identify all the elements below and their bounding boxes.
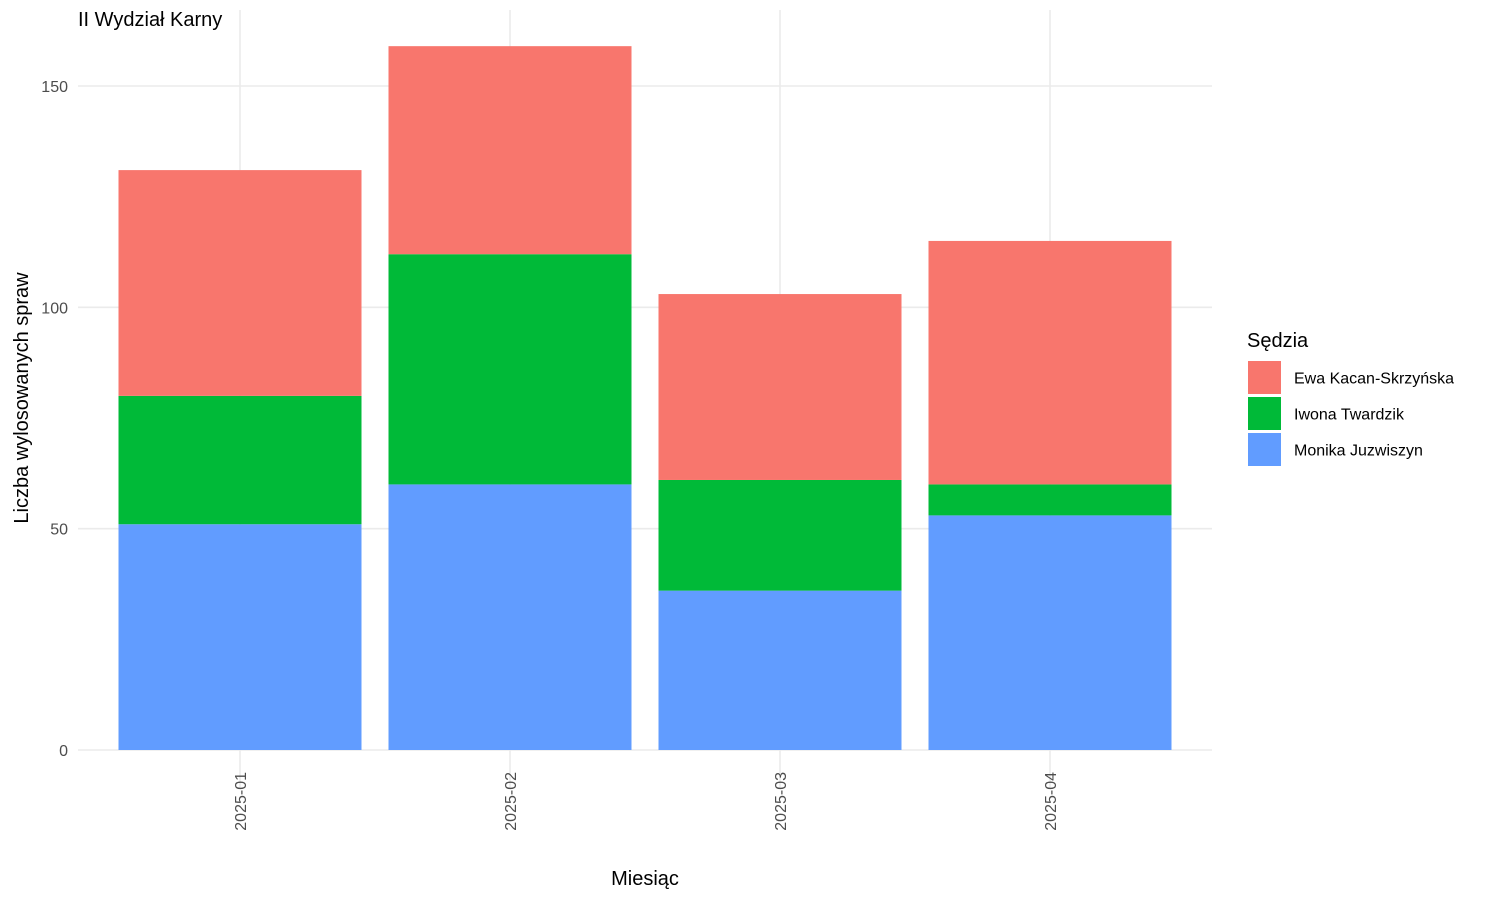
x-axis-ticks: 2025-01 2025-02 2025-03 2025-04 [233,772,1060,831]
y-tick-label: 100 [41,300,68,317]
legend: Sędzia Ewa Kacan-Skrzyńska Iwona Twardzik… [1247,330,1454,466]
y-axis-ticks: 0 50 100 150 [41,79,68,760]
x-axis-title: Miesiąc [611,868,679,890]
bar-segment [658,590,902,750]
legend-key [1248,397,1281,430]
x-tick-label: 2025-01 [233,772,250,831]
legend-key [1248,433,1281,466]
bars [118,46,1172,750]
legend-title: Sędzia [1247,330,1309,352]
bar-segment [388,484,632,750]
bar-segment [928,484,1172,516]
x-tick-label: 2025-02 [503,772,520,831]
legend-label: Ewa Kacan-Skrzyńska [1294,371,1454,388]
x-tick-label: 2025-03 [773,772,790,831]
bar-segment [118,524,362,750]
y-axis-title: Liczba wylosowanych spraw [11,272,33,524]
y-tick-label: 0 [59,743,68,760]
legend-key [1248,361,1281,394]
bar-segment [658,294,902,480]
legend-label: Monika Juzwiszyn [1294,443,1423,460]
y-tick-label: 50 [50,522,68,539]
legend-label: Iwona Twardzik [1294,407,1405,424]
y-tick-label: 150 [41,79,68,96]
bar-segment [388,254,632,485]
x-tick-label: 2025-04 [1043,772,1060,831]
bar-segment [118,395,362,525]
bar-segment [928,515,1172,750]
bar-segment [658,479,902,591]
chart-title: II Wydział Karny [78,9,222,31]
bar-segment [118,170,362,396]
bar-segment [928,240,1172,485]
bar-segment [388,46,632,255]
